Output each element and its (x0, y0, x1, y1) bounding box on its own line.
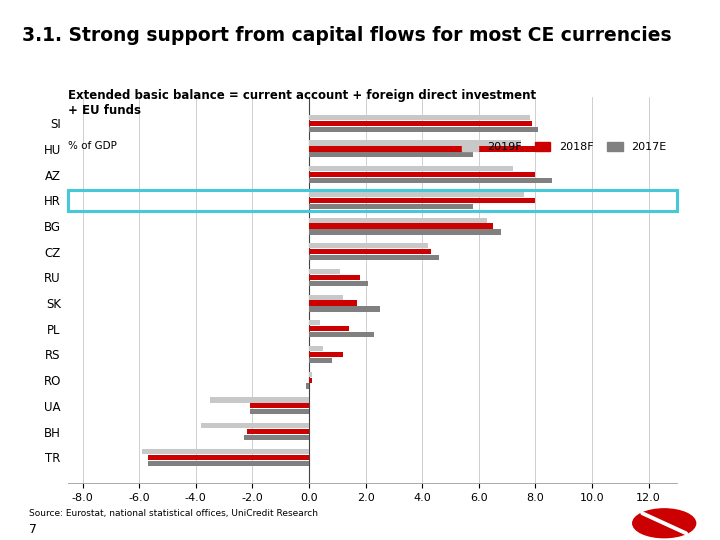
Bar (309, 275, 360, 280)
Bar (309, 204, 473, 209)
Bar (309, 306, 379, 312)
Bar (309, 198, 535, 203)
Bar (309, 255, 439, 260)
Text: Source: Eurostat, national statistical offices, UniCredit Research: Source: Eurostat, national statistical o… (29, 509, 318, 518)
Bar (306, 383, 309, 389)
Bar (309, 146, 538, 152)
Bar (309, 249, 431, 254)
Bar (309, 178, 552, 183)
Bar (142, 449, 309, 454)
Bar (250, 403, 309, 408)
Bar (309, 269, 340, 274)
Bar (309, 281, 369, 286)
Bar (244, 435, 309, 440)
Text: 3.1. Strong support from capital flows for most CE currencies: 3.1. Strong support from capital flows f… (22, 26, 671, 45)
Bar (309, 218, 487, 222)
Bar (210, 397, 309, 402)
Bar (309, 377, 312, 383)
Bar (309, 243, 428, 248)
Bar (250, 409, 309, 414)
Text: Extended basic balance = current account + foreign direct investment
+ EU funds: Extended basic balance = current account… (68, 89, 536, 117)
Bar (202, 423, 309, 428)
Text: % of GDP: % of GDP (68, 141, 117, 151)
Bar (309, 295, 343, 300)
Bar (309, 120, 533, 126)
Bar (309, 320, 320, 326)
Bar (247, 429, 309, 434)
Bar (309, 166, 513, 171)
Circle shape (633, 509, 696, 538)
Text: 7: 7 (29, 523, 37, 536)
Bar (309, 224, 493, 228)
Bar (309, 332, 374, 338)
Bar (309, 352, 343, 357)
Bar (309, 115, 530, 120)
Bar (309, 346, 323, 351)
Bar (309, 358, 332, 363)
Bar (309, 126, 538, 132)
Bar (148, 455, 309, 460)
Bar (309, 152, 473, 158)
Bar (309, 172, 535, 177)
Bar (309, 192, 524, 197)
Bar (309, 140, 521, 146)
Bar (309, 326, 348, 332)
Bar (309, 230, 501, 234)
Legend: 2019F, 2018F, 2017E: 2019F, 2018F, 2017E (458, 137, 671, 157)
Bar (309, 300, 357, 306)
Bar (148, 461, 309, 465)
Bar (309, 372, 312, 377)
